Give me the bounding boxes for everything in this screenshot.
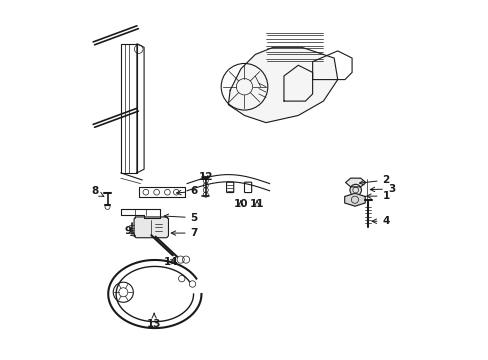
Text: 6: 6 bbox=[176, 186, 198, 197]
Text: 13: 13 bbox=[146, 314, 161, 329]
Text: 3: 3 bbox=[369, 184, 394, 194]
Text: 8: 8 bbox=[91, 186, 103, 197]
Polygon shape bbox=[228, 47, 337, 123]
Text: 4: 4 bbox=[371, 216, 389, 226]
Text: 9: 9 bbox=[124, 226, 135, 236]
FancyBboxPatch shape bbox=[134, 217, 168, 238]
Polygon shape bbox=[344, 193, 365, 206]
Text: 12: 12 bbox=[198, 172, 213, 182]
Text: 11: 11 bbox=[249, 199, 264, 210]
Text: 7: 7 bbox=[171, 228, 198, 238]
Text: 2: 2 bbox=[359, 175, 389, 185]
Text: 10: 10 bbox=[233, 199, 247, 210]
Polygon shape bbox=[345, 178, 365, 187]
Text: 14: 14 bbox=[163, 257, 178, 267]
Circle shape bbox=[349, 184, 361, 196]
Text: 1: 1 bbox=[366, 191, 389, 201]
Text: 5: 5 bbox=[164, 213, 198, 222]
